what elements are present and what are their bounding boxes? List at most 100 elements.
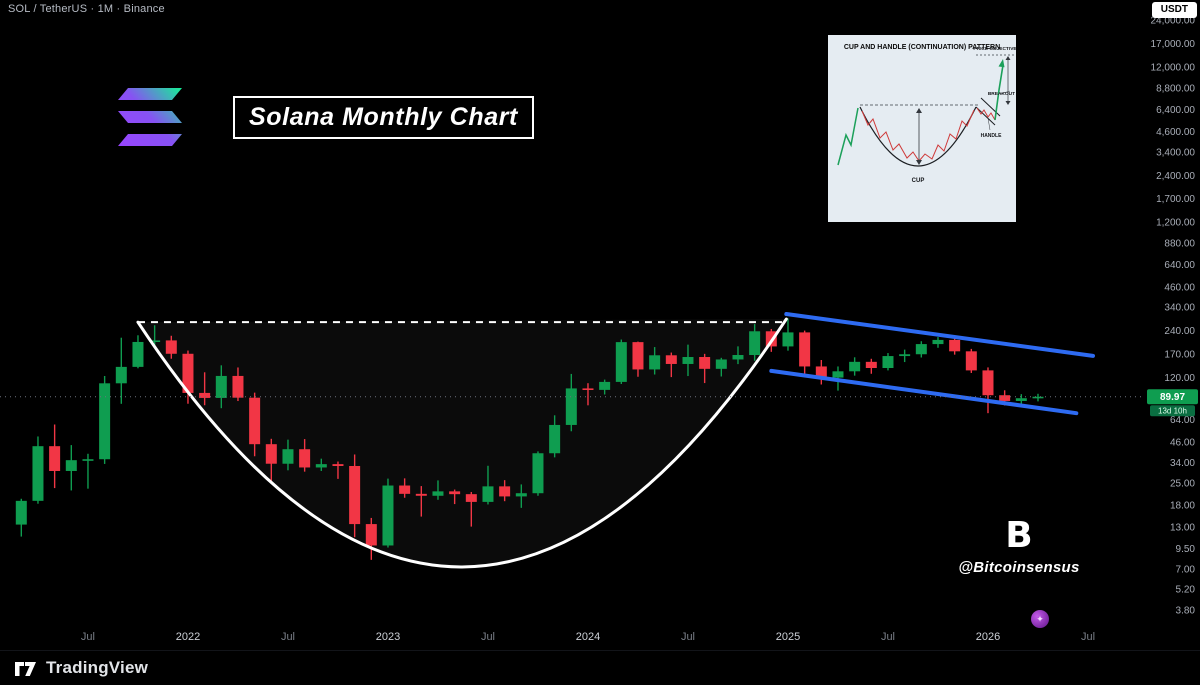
candle-body bbox=[865, 361, 877, 369]
candle-body bbox=[582, 388, 594, 391]
inset-label-price-objective: PRICE OBJECTIVE bbox=[973, 46, 1016, 52]
inset-label-breakout: BREAKOUT bbox=[988, 91, 1015, 97]
channel-lower-line[interactable] bbox=[769, 368, 1079, 416]
candle-body bbox=[182, 353, 194, 393]
candle-body bbox=[699, 357, 711, 369]
bar-countdown-value: 13d 10h bbox=[1158, 407, 1187, 416]
price-axis[interactable]: 24,000.00 17,000.00 12,000.00 8,800.00 6,400… bbox=[1151, 16, 1196, 617]
solana-logo-icon bbox=[118, 88, 182, 151]
candle-body bbox=[315, 464, 327, 468]
candle-body bbox=[15, 500, 27, 525]
time-axis-label[interactable]: Jul bbox=[281, 631, 295, 643]
time-axis-label[interactable]: 2022 bbox=[176, 631, 200, 643]
time-axis-label[interactable]: 2026 bbox=[976, 631, 1000, 643]
time-axis-label[interactable]: Jul bbox=[481, 631, 495, 643]
candle-body bbox=[349, 465, 361, 525]
candle-body bbox=[782, 332, 794, 347]
inset-handle-pointer bbox=[987, 117, 991, 131]
candle-body bbox=[1032, 396, 1044, 399]
cup-arc[interactable] bbox=[136, 317, 788, 569]
inset-background bbox=[828, 35, 1016, 222]
time-axis-label[interactable]: Jul bbox=[1081, 631, 1095, 643]
price-axis-label: 3.80 bbox=[1176, 606, 1196, 617]
bitcoinsensus-logo-icon: B bbox=[1005, 515, 1032, 556]
candle-body bbox=[382, 485, 394, 546]
candle-body bbox=[49, 446, 61, 471]
channel-upper-line[interactable] bbox=[784, 312, 1095, 358]
candle-body bbox=[132, 341, 144, 367]
candle-body bbox=[249, 397, 261, 445]
price-axis-label: 170.00 bbox=[1164, 349, 1195, 360]
candle-body bbox=[99, 383, 111, 460]
tradingview-brand-text[interactable]: TradingView bbox=[46, 658, 149, 677]
time-axis-label[interactable]: 2023 bbox=[376, 631, 400, 643]
candle-body bbox=[232, 375, 244, 398]
candle-body bbox=[715, 359, 727, 369]
time-axis-label[interactable]: 2024 bbox=[576, 631, 600, 643]
candle-body bbox=[749, 331, 761, 356]
candle-body bbox=[665, 355, 677, 364]
candle-body bbox=[149, 340, 161, 343]
candle-body bbox=[849, 361, 861, 372]
candle-body bbox=[899, 354, 911, 357]
candle-body bbox=[532, 453, 544, 494]
inset-objective-arrowhead-up-icon bbox=[1005, 56, 1011, 60]
candle-body bbox=[615, 342, 627, 382]
time-axis-label[interactable]: Jul bbox=[81, 631, 95, 643]
inset-objective-arrowhead-down-icon bbox=[1005, 101, 1011, 105]
candle-body bbox=[799, 332, 811, 367]
candle-body bbox=[649, 355, 661, 370]
inset-prior-trend-line bbox=[837, 107, 859, 166]
candle-body bbox=[282, 449, 294, 464]
price-axis-label: 880.00 bbox=[1164, 239, 1195, 250]
candlestick-chart-canvas[interactable]: 24,000.00 17,000.00 12,000.00 8,800.00 6,400… bbox=[0, 0, 1200, 650]
inset-label-handle: HANDLE bbox=[981, 133, 1002, 139]
candle-body bbox=[82, 459, 94, 461]
price-axis-label: 8,800.00 bbox=[1156, 83, 1195, 94]
candle-body bbox=[815, 366, 827, 378]
price-axis-label: 13.00 bbox=[1170, 523, 1195, 534]
candle-body bbox=[732, 355, 744, 360]
chart-title: Solana Monthly Chart bbox=[233, 96, 534, 139]
inset-handle-zigzag bbox=[976, 107, 996, 121]
candle-body bbox=[399, 485, 411, 494]
tradingview-logo-icon[interactable] bbox=[15, 659, 37, 677]
candle-body bbox=[365, 524, 377, 546]
price-axis-label: 2,400.00 bbox=[1156, 171, 1195, 182]
price-axis-label: 1,200.00 bbox=[1156, 218, 1195, 229]
candle-body bbox=[65, 460, 77, 471]
inset-arrowhead-down-icon bbox=[916, 160, 922, 165]
currency-toggle-button[interactable]: USDT bbox=[1151, 2, 1197, 18]
inset-breakout-line bbox=[994, 64, 1004, 121]
price-axis-label: 5.20 bbox=[1176, 584, 1196, 595]
price-axis-label: 460.00 bbox=[1164, 282, 1195, 293]
sparkle-badge-icon[interactable]: ✦ bbox=[1031, 610, 1049, 628]
time-axis-label[interactable]: Jul bbox=[881, 631, 895, 643]
bar-countdown-badge bbox=[1150, 405, 1195, 417]
price-axis-label: 64.00 bbox=[1170, 415, 1195, 426]
candles-layer bbox=[15, 318, 1044, 560]
inset-handle-lower-line bbox=[975, 106, 996, 126]
price-axis-label: 1,700.00 bbox=[1156, 194, 1195, 205]
price-axis-label: 24,000.00 bbox=[1151, 16, 1196, 27]
candle-body bbox=[549, 424, 561, 454]
time-axis[interactable]: Jul 2022 Jul 2023 Jul 2024 Jul 2025 Jul 2026 Jul bbox=[81, 631, 1095, 643]
candle-body bbox=[432, 491, 444, 496]
candle-body bbox=[32, 446, 44, 501]
candle-body bbox=[915, 344, 927, 355]
candle-body bbox=[332, 464, 344, 466]
inset-cup-arc bbox=[859, 106, 977, 167]
price-axis-label: 340.00 bbox=[1164, 303, 1195, 314]
candle-body bbox=[565, 388, 577, 425]
inset-arrowhead-up-icon bbox=[916, 108, 922, 113]
time-axis-label[interactable]: Jul bbox=[681, 631, 695, 643]
time-axis-label[interactable]: 2025 bbox=[776, 631, 800, 643]
symbol-info[interactable]: SOL / TetherUS · 1M · Binance bbox=[8, 3, 165, 15]
cup-and-handle-pattern-inset[interactable]: CUP AND HANDLE (CONTINUATION) PATTERN bbox=[828, 35, 1016, 222]
price-axis-label: 46.00 bbox=[1170, 437, 1195, 448]
candle-body bbox=[632, 342, 644, 370]
candle-body bbox=[165, 340, 177, 354]
candle-body bbox=[415, 493, 427, 496]
candle-body bbox=[932, 339, 944, 345]
price-axis-label: 3,400.00 bbox=[1156, 147, 1195, 158]
